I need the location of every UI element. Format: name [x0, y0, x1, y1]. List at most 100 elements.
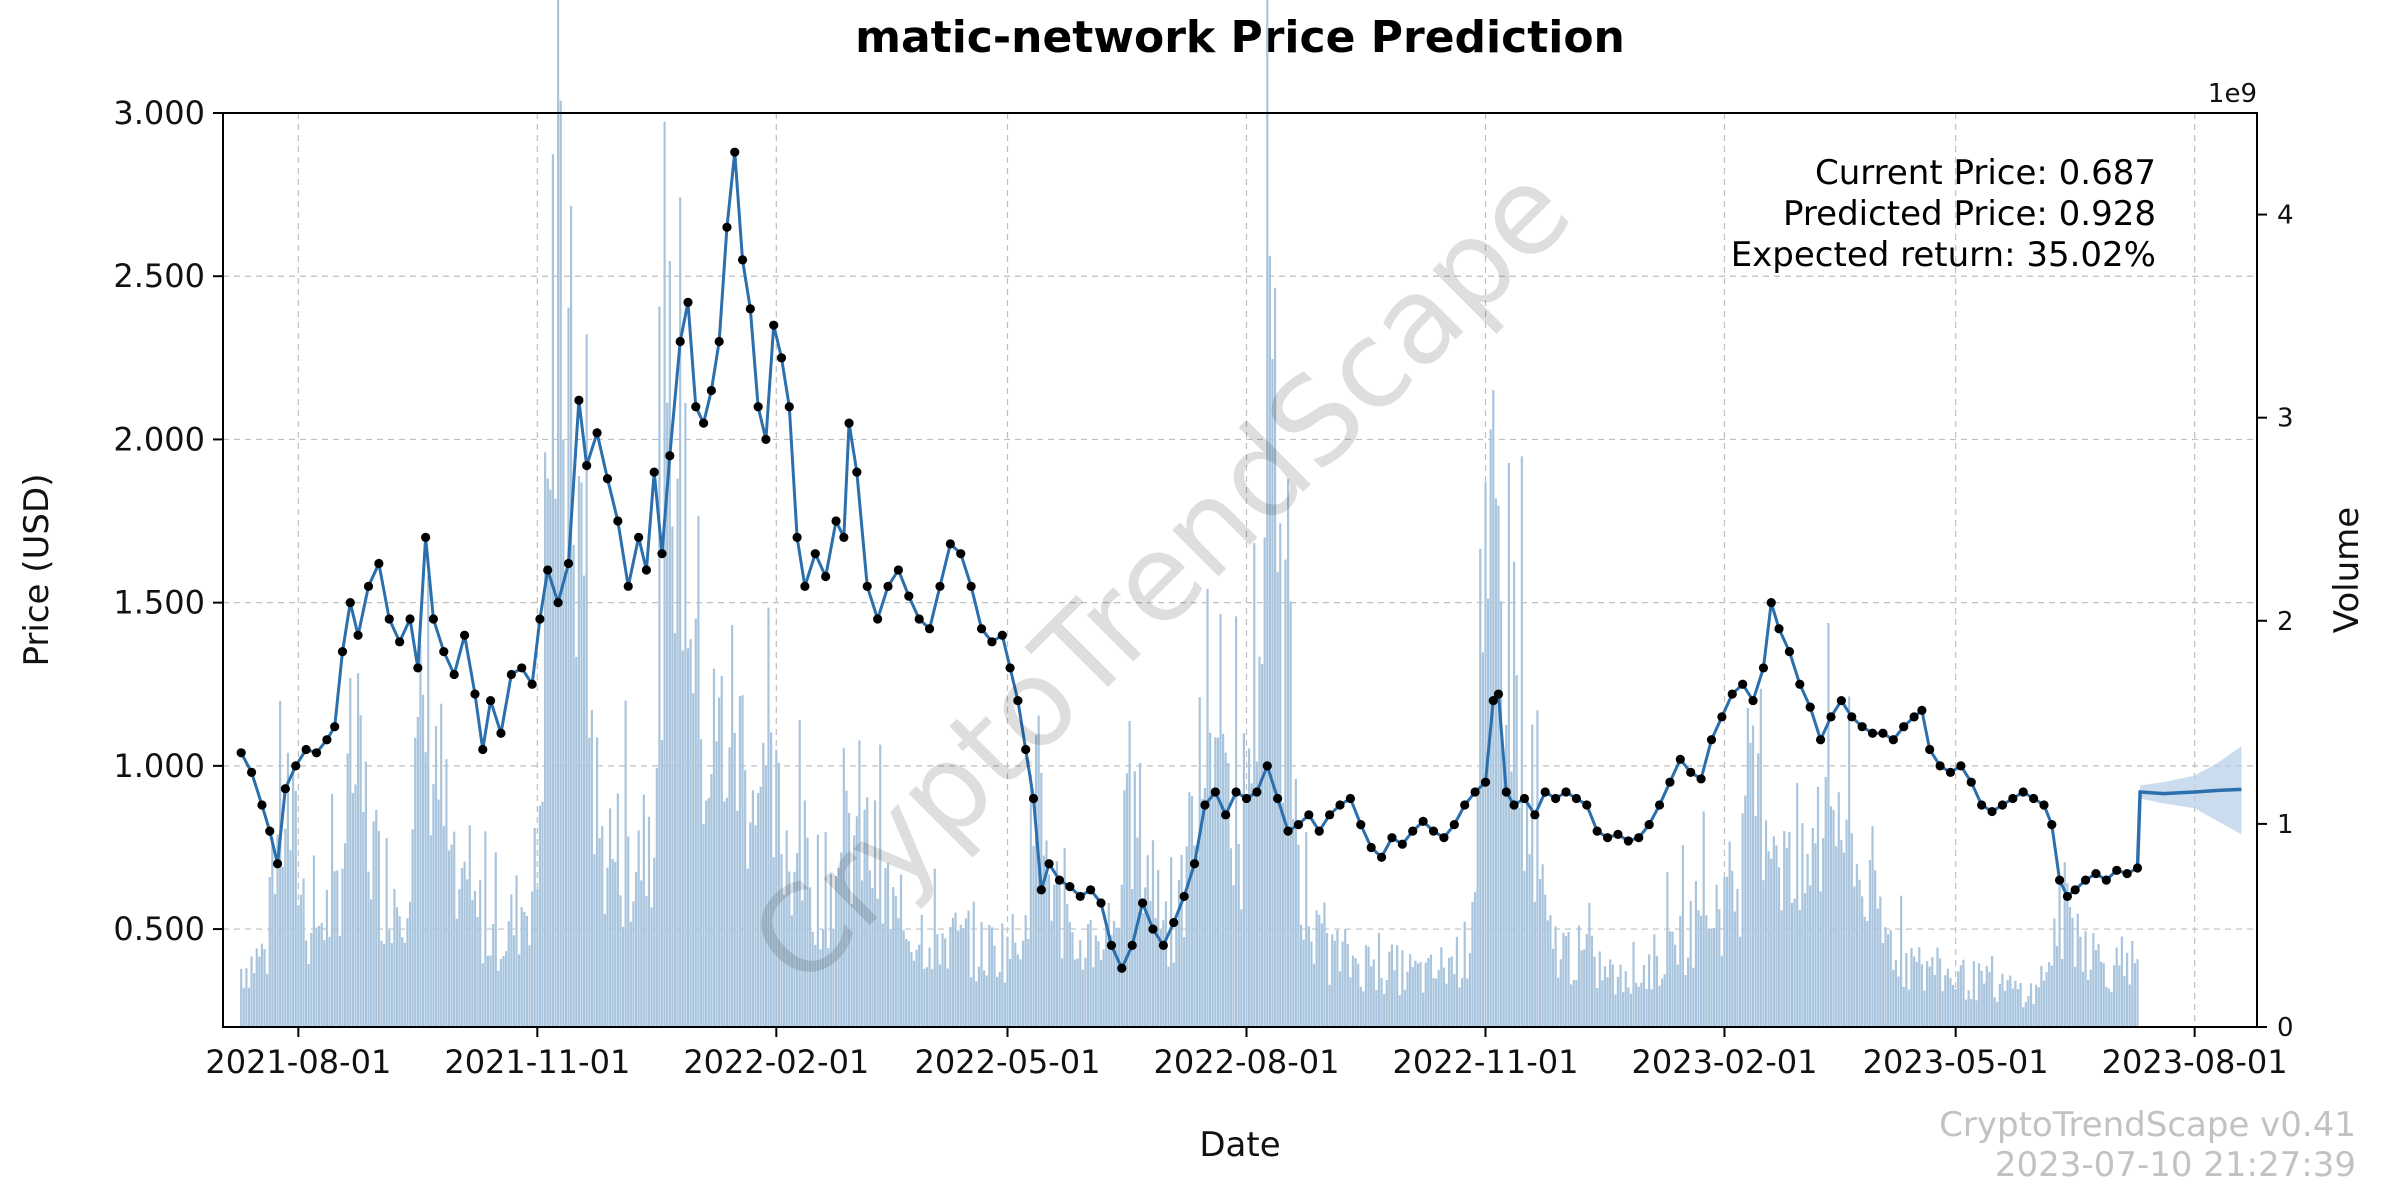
- x-tick-label: 2022-11-01: [1392, 1043, 1578, 1081]
- price-point: [330, 722, 340, 732]
- volume-bar: [1944, 975, 1947, 1027]
- volume-bar: [1650, 989, 1653, 1027]
- volume-bar: [380, 940, 383, 1027]
- volume-bar: [918, 944, 921, 1027]
- volume-bar: [668, 260, 671, 1027]
- volume-bar: [1414, 960, 1417, 1027]
- volume-bar: [785, 830, 788, 1027]
- volume-bar: [1289, 601, 1292, 1027]
- volume-bar: [1861, 896, 1864, 1027]
- volume-bar: [1318, 914, 1321, 1027]
- volume-bar: [403, 942, 406, 1027]
- volume-bar: [286, 752, 290, 1027]
- volume-bar: [642, 794, 645, 1027]
- price-point: [345, 598, 355, 608]
- price-point: [683, 297, 693, 307]
- volume-bar: [1912, 956, 1916, 1027]
- price-point: [914, 614, 924, 624]
- price-point: [1997, 800, 2008, 810]
- volume-bar: [1806, 853, 1809, 1027]
- volume-bar: [912, 960, 916, 1027]
- volume-bar: [1528, 854, 1531, 1027]
- volume-bar: [1396, 945, 1399, 1027]
- volume-bar: [860, 880, 864, 1027]
- price-point: [987, 637, 997, 647]
- volume-bar: [920, 914, 923, 1027]
- volume-bar: [660, 740, 664, 1027]
- price-point: [1727, 689, 1737, 699]
- volume-bar: [1086, 924, 1090, 1027]
- volume-bar: [954, 912, 957, 1027]
- price-point: [1561, 787, 1571, 797]
- volume-bar: [1346, 943, 1349, 1027]
- volume-bar: [1596, 988, 1599, 1027]
- volume-bar: [1294, 779, 1297, 1027]
- volume-bar: [434, 726, 438, 1027]
- volume-bar: [798, 720, 801, 1027]
- price-point: [1304, 810, 1314, 820]
- price-point: [1335, 800, 1345, 810]
- volume-bar: [408, 901, 412, 1027]
- volume-bar: [1964, 999, 1968, 1027]
- volume-bar: [1562, 932, 1565, 1027]
- volume-bar: [268, 877, 271, 1027]
- volume-bar: [679, 197, 682, 1027]
- price-point: [1493, 689, 1504, 699]
- volume-bar: [1941, 991, 1944, 1027]
- volume-bar: [1907, 989, 1911, 1027]
- volume-bar: [292, 763, 295, 1027]
- price-point: [1530, 810, 1540, 820]
- price-point: [1200, 800, 1210, 810]
- volume-bar: [2074, 966, 2077, 1027]
- volume-bar: [445, 759, 448, 1027]
- volume-bar: [1788, 832, 1791, 1027]
- price-point: [291, 761, 301, 771]
- volume-bar: [1162, 920, 1165, 1027]
- volume-bars: [240, 0, 2139, 1028]
- price-point: [1696, 774, 1706, 784]
- price-point: [2132, 863, 2143, 873]
- volume-bar: [1063, 847, 1066, 1027]
- volume-bar: [499, 958, 503, 1027]
- volume-bar: [442, 826, 445, 1027]
- volume-bar: [1341, 941, 1344, 1027]
- volume-bar: [1855, 864, 1859, 1027]
- volume-bar: [1224, 752, 1227, 1027]
- volume-bar: [1466, 978, 1469, 1027]
- volume-bar: [744, 770, 747, 1027]
- price-point: [1888, 735, 1898, 745]
- volume-bar: [1120, 884, 1123, 1027]
- forecast-line: [2135, 787, 2242, 869]
- volume-bar: [1445, 983, 1448, 1027]
- volume-bar: [471, 899, 474, 1027]
- volume-bar: [307, 963, 310, 1027]
- y-tick-label: 1.000: [113, 747, 205, 785]
- volume-bar: [634, 871, 638, 1027]
- volume-bar: [1949, 978, 1952, 1027]
- footer-version: CryptoTrendScape v0.41: [1939, 1105, 2356, 1145]
- price-point: [517, 663, 527, 673]
- volume-bar: [562, 439, 565, 1027]
- price-point: [665, 451, 675, 461]
- volume-bar: [821, 929, 825, 1027]
- price-point: [257, 800, 267, 810]
- volume-bar: [788, 871, 791, 1027]
- price-point: [714, 336, 724, 347]
- price-point: [553, 598, 563, 608]
- volume-bar: [619, 895, 622, 1027]
- volume-bar: [936, 934, 939, 1027]
- volume-bar: [1253, 543, 1256, 1027]
- volume-bar: [390, 943, 393, 1027]
- volume-bar: [1027, 939, 1030, 1027]
- volume-bar: [790, 915, 794, 1027]
- volume-bar: [1603, 966, 1607, 1027]
- volume-tick-label: 2: [2277, 607, 2294, 637]
- volume-bar: [395, 907, 399, 1027]
- price-point: [1665, 777, 1675, 787]
- volume-bar: [705, 800, 708, 1027]
- price-point: [2080, 875, 2091, 885]
- price-point: [634, 532, 644, 542]
- price-point: [1925, 744, 1935, 755]
- price-point: [623, 581, 633, 591]
- price-point: [1935, 761, 1945, 771]
